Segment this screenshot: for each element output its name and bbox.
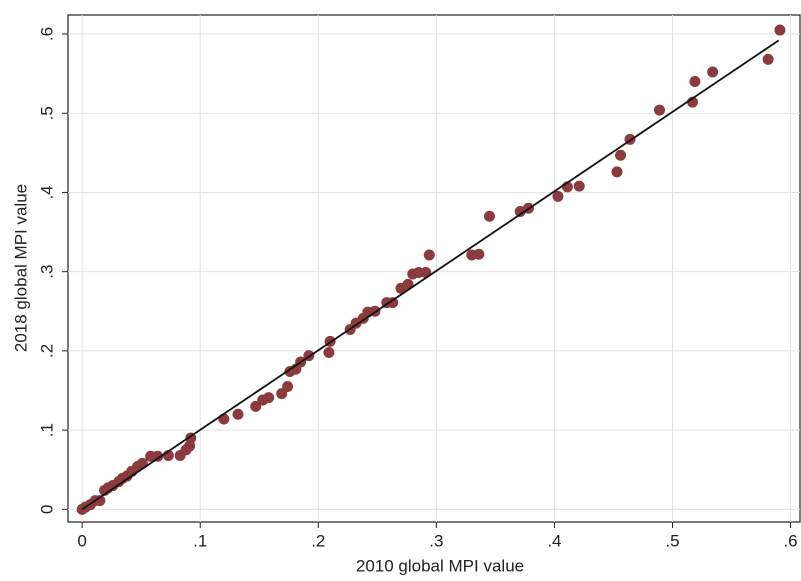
point [762, 53, 774, 65]
point [473, 248, 485, 260]
y-tick-label: .2 [37, 344, 56, 358]
x-tick-label: .5 [665, 531, 679, 550]
point [654, 104, 666, 116]
x-tick-label: .1 [193, 531, 207, 550]
x-tick-label: .6 [783, 531, 797, 550]
point [423, 249, 435, 261]
x-axis-label: 2010 global MPI value [356, 556, 524, 575]
point [232, 408, 244, 420]
point [323, 346, 335, 358]
point [263, 392, 275, 404]
point [611, 166, 623, 178]
y-tick-label: .3 [37, 265, 56, 279]
x-tick-label: .2 [311, 531, 325, 550]
x-tick-label: 0 [77, 531, 86, 550]
point [152, 450, 164, 462]
point [707, 66, 719, 78]
point [552, 190, 564, 202]
point [94, 495, 106, 507]
y-tick-label: .1 [37, 423, 56, 437]
x-tick-label: .4 [547, 531, 561, 550]
point [250, 400, 262, 412]
y-axis-label: 2018 global MPI value [11, 184, 30, 352]
fit-line [81, 39, 780, 511]
point [573, 180, 585, 192]
x-tick-label: .3 [429, 531, 443, 550]
y-tick-label: .4 [37, 185, 56, 199]
point [218, 413, 230, 425]
point [387, 297, 399, 309]
y-tick-label: .6 [37, 27, 56, 41]
point [774, 24, 786, 36]
point [615, 149, 627, 161]
y-tick-label: .5 [37, 106, 56, 120]
point [483, 210, 495, 222]
point [282, 381, 294, 393]
point [514, 205, 526, 217]
point [689, 76, 701, 88]
y-tick-label: 0 [37, 505, 56, 514]
